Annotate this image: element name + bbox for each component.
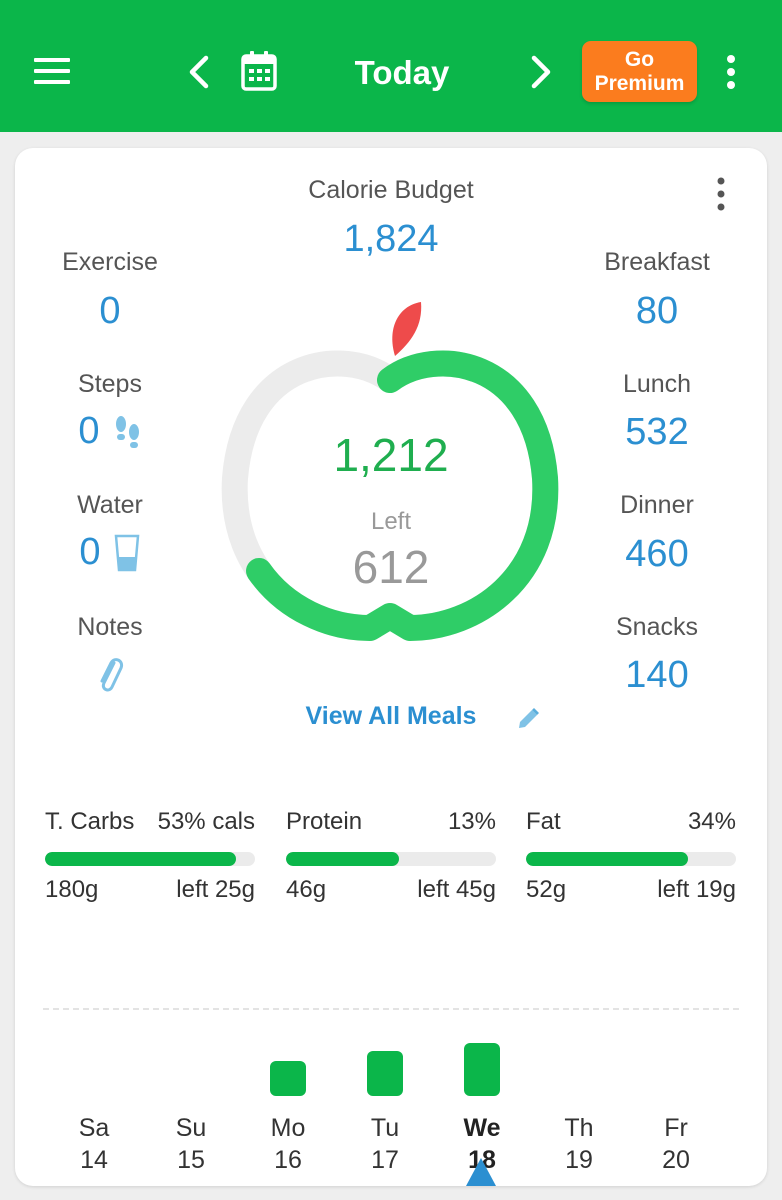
menu-icon[interactable]	[34, 57, 72, 85]
day-name: We	[463, 1114, 501, 1142]
macro-eaten: 180g	[45, 876, 99, 903]
more-vert-icon[interactable]	[718, 52, 744, 92]
top-app-bar: Today Go Premium	[0, 0, 782, 132]
chevron-right-icon[interactable]	[526, 52, 556, 92]
notes-label: Notes	[77, 613, 143, 641]
selected-day-marker-icon	[466, 1158, 496, 1186]
day-calorie-bar	[270, 1061, 306, 1096]
day-bar-area	[151, 1018, 231, 1108]
snacks-value[interactable]: 140	[625, 654, 689, 696]
day-date: 14	[80, 1146, 108, 1174]
day-name: Sa	[78, 1114, 110, 1142]
macro-progress-fill	[526, 852, 688, 866]
water-value: 0	[79, 531, 101, 573]
steps-label: Steps	[78, 370, 142, 398]
macro-name: T. Carbs	[45, 808, 135, 835]
calories-left-label: Left	[370, 508, 412, 535]
macro-eaten: 46g	[286, 876, 327, 903]
week-strip: Sa 14 Su 15 Mo 16 Tu 17 We 18 Th 19	[45, 1018, 725, 1186]
calorie-budget-label: Calorie Budget	[308, 176, 474, 204]
day-date: 19	[565, 1146, 593, 1174]
paperclip-icon[interactable]	[95, 653, 125, 695]
apple-leaf-icon	[392, 302, 422, 356]
edit-pencil-icon[interactable]	[515, 706, 541, 732]
steps-value: 0	[78, 410, 100, 452]
divider	[43, 1008, 739, 1010]
apple-ring-progress	[221, 350, 559, 641]
calendar-icon[interactable]	[240, 50, 278, 92]
dinner-value[interactable]: 460	[625, 533, 689, 575]
day-bar-area	[54, 1018, 134, 1108]
day-name: Tu	[370, 1114, 400, 1142]
macro-left: left 25g	[176, 876, 255, 903]
macro-progress-bar	[45, 852, 255, 866]
macro-percent: 53% cals	[157, 808, 255, 835]
breakfast-value[interactable]: 80	[635, 290, 679, 332]
macro-protein[interactable]: Protein 13% 46g left 45g	[286, 808, 496, 904]
macro-progress-fill	[286, 852, 400, 866]
view-all-meals-link[interactable]: View All Meals	[305, 702, 477, 730]
go-premium-button[interactable]: Go Premium	[582, 41, 697, 102]
macro-left: left 45g	[417, 876, 496, 903]
day-name: Fr	[664, 1114, 688, 1142]
daily-summary-card: Calorie Budget 1,824 Exercise 0 Steps 0 …	[15, 148, 767, 1186]
steps-entry[interactable]: 0	[35, 410, 185, 453]
macro-left: left 19g	[657, 876, 736, 903]
water-entry[interactable]: 0	[35, 531, 185, 574]
footsteps-icon	[115, 415, 139, 448]
calorie-apple-ring[interactable]	[215, 298, 567, 668]
exercise-value[interactable]: 0	[99, 290, 121, 332]
chevron-left-icon[interactable]	[184, 52, 214, 92]
macro-progress-bar	[286, 852, 496, 866]
macro-eaten: 52g	[526, 876, 567, 903]
day-name: Th	[564, 1114, 594, 1142]
water-label: Water	[77, 491, 143, 519]
premium-label-line1: Go	[624, 48, 655, 71]
macro-progress-bar	[526, 852, 736, 866]
day-date: 17	[371, 1146, 399, 1174]
day-bar-area	[636, 1018, 716, 1108]
macro-progress-fill	[45, 852, 237, 866]
day-name: Mo	[270, 1114, 306, 1142]
calorie-budget-value[interactable]: 1,824	[343, 218, 439, 260]
macro-name: Protein	[286, 808, 363, 835]
calories-eaten-value: 1,212	[333, 429, 449, 481]
lunch-label: Lunch	[622, 370, 692, 398]
lunch-value[interactable]: 532	[625, 411, 689, 453]
exercise-label: Exercise	[62, 248, 158, 276]
day-bar-area	[248, 1018, 328, 1108]
day-calorie-bar	[367, 1051, 403, 1096]
dinner-label: Dinner	[620, 491, 694, 519]
macro-name: Fat	[526, 808, 561, 835]
macro-percent: 34%	[687, 808, 736, 835]
premium-label-line2: Premium	[594, 72, 685, 95]
macro-carbs[interactable]: T. Carbs 53% cals 180g left 25g	[45, 808, 255, 904]
card-more-icon[interactable]	[711, 176, 731, 212]
day-bar-area	[442, 1018, 522, 1108]
calories-left-value: 612	[352, 541, 430, 593]
day-bar-area	[539, 1018, 619, 1108]
day-name: Su	[175, 1114, 207, 1142]
water-glass-icon	[114, 534, 139, 571]
page-title: Today	[354, 54, 450, 91]
breakfast-label: Breakfast	[604, 248, 710, 276]
day-date: 20	[662, 1146, 690, 1174]
day-date: 16	[274, 1146, 302, 1174]
macro-percent: 13%	[447, 808, 496, 835]
snacks-label: Snacks	[616, 613, 698, 641]
macro-fat[interactable]: Fat 34% 52g left 19g	[526, 808, 736, 904]
day-calorie-bar	[464, 1043, 500, 1096]
day-date: 15	[177, 1146, 205, 1174]
day-bar-area	[345, 1018, 425, 1108]
